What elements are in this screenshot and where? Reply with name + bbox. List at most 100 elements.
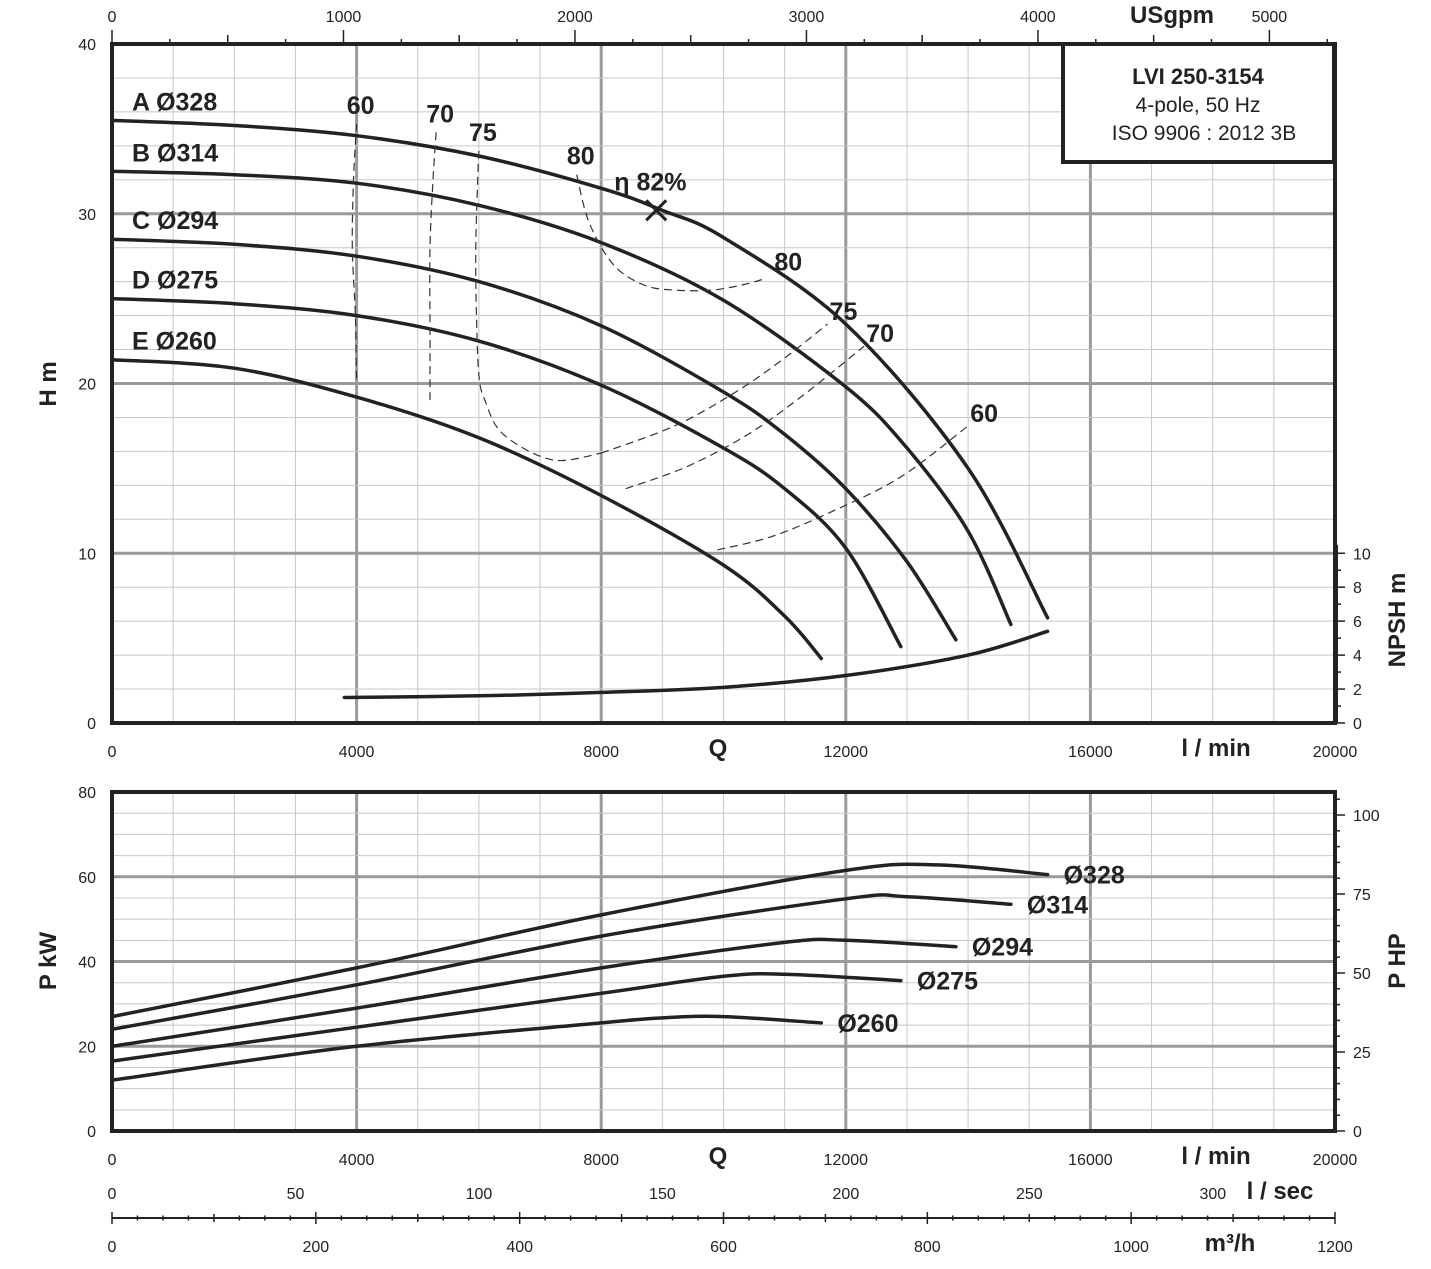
power-curve-label: Ø328 [1064,862,1125,890]
power-curve-d314 [110,893,1013,1032]
chart-curves [110,118,1050,1082]
power-x-tick-label: 16000 [1068,1152,1113,1169]
power-y-tick-label: 80 [78,785,96,802]
lsec-tick-label: 200 [833,1186,860,1203]
head-curve-d [110,296,903,649]
efficiency-contour-75 [475,150,602,462]
npsh-tick-label: 10 [1353,546,1371,563]
head-curve-label: A Ø328 [132,88,217,116]
power-curve-d275 [110,971,903,1063]
lsec-tick-label: 0 [108,1186,117,1203]
head-curve-e [110,357,824,661]
m3h-tick-label: 1200 [1317,1239,1353,1256]
head-x-label: Q [709,735,728,762]
head-x-tick-label: 16000 [1068,744,1113,761]
head-y-tick-label: 30 [78,207,96,224]
m3h-tick-label: 400 [506,1239,533,1256]
head-y-tick-label: 10 [78,546,96,563]
lsec-tick-label: 100 [466,1186,493,1203]
lsec-tick-label: 150 [649,1186,676,1203]
efficiency-label-left: 75 [469,119,497,147]
head-x-tick-label: 20000 [1313,744,1358,761]
power-y-tick-label: 60 [78,870,96,887]
hp-tick-label: 25 [1353,1045,1371,1062]
head-x-unit: l / min [1181,735,1250,762]
efficiency-label-right: 70 [866,320,894,348]
power-curve-d260 [110,1014,824,1082]
efficiency-label-left: 70 [426,100,454,128]
hp-axis-label: P HP [1384,933,1411,989]
head-curve-label: B Ø314 [132,139,218,167]
power-x-tick-label: 4000 [339,1152,375,1169]
lsec-tick-label: 250 [1016,1186,1043,1203]
power-curve-d294 [110,937,958,1049]
chart-frames [110,42,1337,1133]
head-y-tick-label: 20 [78,377,96,394]
power-x-unit: l / min [1181,1143,1250,1170]
usgpm-tick-label: 2000 [557,9,593,26]
usgpm-tick-label: 4000 [1020,9,1056,26]
info-box-model: LVI 250-3154 [1132,64,1264,89]
head-curve-label: C Ø294 [132,207,218,235]
power-x-label: Q [709,1143,728,1170]
power-y-tick-label: 20 [78,1039,96,1056]
m3h-tick-label: 0 [108,1239,117,1256]
hp-tick-label: 100 [1353,808,1380,825]
power-curve-d328 [110,862,1050,1019]
m3h-tick-label: 1000 [1113,1239,1149,1256]
power-curve-label: Ø294 [972,934,1033,962]
head-curve-label: D Ø275 [132,267,218,295]
head-x-tick-label: 8000 [583,744,619,761]
head-y-tick-label: 0 [87,716,96,733]
bep-marker [645,199,668,222]
head-y-label: H m [35,361,62,406]
usgpm-tick-label: 0 [108,9,117,26]
top-axis-unit: USgpm [1130,2,1214,29]
head-y-tick-label: 40 [78,37,96,54]
efficiency-label-left: 60 [347,92,375,120]
efficiency-contour-70-right [625,345,865,490]
hp-tick-label: 50 [1353,966,1371,983]
usgpm-tick-label: 1000 [326,9,362,26]
npsh-tick-label: 6 [1353,614,1362,631]
npsh-tick-label: 0 [1353,716,1362,733]
head-curve-a [110,118,1050,620]
info-box-speed: 4-pole, 50 Hz [1136,94,1261,117]
npsh-tick-label: 2 [1353,682,1362,699]
lsec-axis-unit: l / sec [1247,1178,1314,1205]
m3h-tick-label: 600 [710,1239,737,1256]
power-curve-label: Ø275 [917,968,978,996]
lsec-tick-label: 300 [1199,1186,1226,1203]
efficiency-contour-75-right [600,323,828,454]
npsh-tick-label: 8 [1353,580,1362,597]
m3h-tick-label: 800 [914,1239,941,1256]
power-y-tick-label: 40 [78,955,96,972]
m3h-axis-unit: m³/h [1205,1230,1256,1257]
power-y-tick-label: 0 [87,1124,96,1141]
head-curve-c [110,237,958,642]
usgpm-tick-label: 3000 [789,9,825,26]
efficiency-label-right: 60 [970,400,998,428]
head-x-tick-label: 4000 [339,744,375,761]
head-x-tick-label: 0 [108,744,117,761]
info-box-standard: ISO 9906 : 2012 3B [1112,122,1296,145]
efficiency-contour-70 [429,132,437,401]
efficiency-contour-60 [351,123,358,384]
npsh-tick-label: 4 [1353,648,1362,665]
bep-label: η 82% [614,168,686,196]
efficiency-label-right: 75 [830,298,858,326]
efficiency-label-left: 80 [567,143,595,171]
power-x-tick-label: 8000 [583,1152,619,1169]
power-curve-label: Ø260 [837,1010,898,1038]
efficiency-contour-60-right [717,425,969,551]
power-chart-grid [110,790,1337,1133]
head-curve-label: E Ø260 [132,328,217,356]
lsec-tick-label: 50 [287,1186,305,1203]
head-chart-frame [110,42,1337,725]
power-x-tick-label: 0 [108,1152,117,1169]
hp-tick-label: 75 [1353,887,1371,904]
info-box [1061,42,1336,164]
npsh-curve [342,629,1050,700]
efficiency-contour-80 [576,174,767,292]
